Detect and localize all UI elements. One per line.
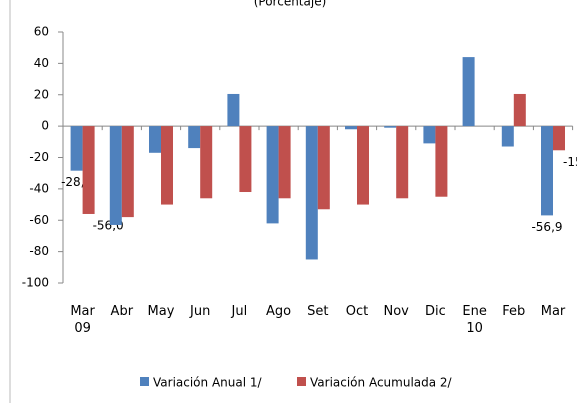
y-tick-label: -40 [29, 181, 49, 195]
bar [435, 126, 448, 197]
bar [317, 126, 330, 210]
x-tick-label: Ago [266, 304, 292, 319]
y-tick-label: 0 [41, 119, 49, 133]
x-tick-label: Nov [383, 304, 409, 319]
y-tick-label: -100 [22, 276, 49, 290]
x-tick-label: Oct [345, 304, 369, 319]
bar [305, 126, 318, 260]
legend-swatch [140, 377, 149, 386]
x-tick-label: Dic [425, 304, 446, 319]
y-tick-label: 40 [34, 56, 49, 70]
bar [109, 126, 122, 225]
legend-swatch [297, 377, 306, 386]
bar [70, 126, 83, 171]
chart-border [9, 0, 11, 403]
bar [227, 93, 240, 127]
data-label: -15,4 [563, 155, 577, 169]
bar [541, 126, 553, 216]
x-tick-label: Jun [190, 304, 211, 319]
data-label: -56,9 [531, 220, 562, 234]
legend-label: Variación Acumulada 2/ [310, 376, 453, 390]
bar [513, 93, 526, 127]
bar [278, 126, 291, 199]
y-tick-label: 20 [34, 87, 49, 101]
bar [357, 126, 369, 205]
legend-label: Variación Anual 1/ [153, 376, 263, 390]
x-tick-label: Ene 10 [462, 304, 487, 336]
x-tick-label: Feb [502, 304, 526, 319]
x-tick-label: Abr [110, 304, 134, 319]
y-tick-label: -80 [29, 244, 49, 258]
x-tick-label: May [147, 304, 175, 319]
bar [188, 126, 201, 149]
bar [553, 126, 565, 151]
bar [462, 57, 475, 127]
y-tick-label: -20 [29, 150, 49, 164]
bar [149, 126, 161, 153]
y-tick-label: 60 [34, 25, 49, 39]
x-tick-label: Mar 09 [70, 304, 95, 336]
bar [266, 126, 279, 224]
y-tick-label: -60 [29, 213, 49, 227]
bar [161, 126, 173, 205]
bar [345, 126, 357, 130]
bar [501, 126, 514, 147]
x-tick-label: Jul [231, 304, 248, 319]
bar [121, 126, 134, 218]
bar [200, 126, 213, 199]
bar [423, 126, 436, 144]
bar [239, 126, 252, 193]
x-tick-label: Set [307, 304, 329, 319]
bar [384, 126, 397, 128]
bar [82, 126, 95, 214]
chart-title: (Porcentaje) [254, 0, 327, 9]
x-tick-label: Mar [540, 304, 566, 319]
bar [396, 126, 409, 199]
